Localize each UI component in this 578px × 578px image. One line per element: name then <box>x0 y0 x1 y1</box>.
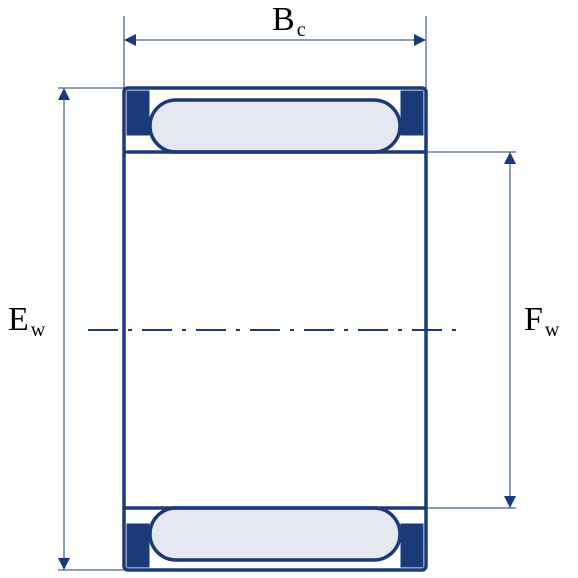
arrowhead <box>58 558 70 570</box>
corner-block-top-right <box>401 91 423 135</box>
label-ew: Ew <box>8 301 46 341</box>
label-bc: Bc <box>272 1 306 41</box>
top-roller <box>150 100 400 152</box>
arrowhead <box>504 496 516 508</box>
bearing-diagram: Bc Ew Fw <box>0 0 578 578</box>
arrowhead <box>58 88 70 100</box>
corner-block-bottom-left <box>127 524 149 567</box>
arrowhead <box>124 34 136 46</box>
bottom-roller <box>150 508 400 560</box>
arrowhead <box>414 34 426 46</box>
corner-block-top-left <box>127 91 149 135</box>
corner-block-bottom-right <box>401 524 423 567</box>
arrowhead <box>504 152 516 164</box>
label-fw: Fw <box>524 301 560 341</box>
